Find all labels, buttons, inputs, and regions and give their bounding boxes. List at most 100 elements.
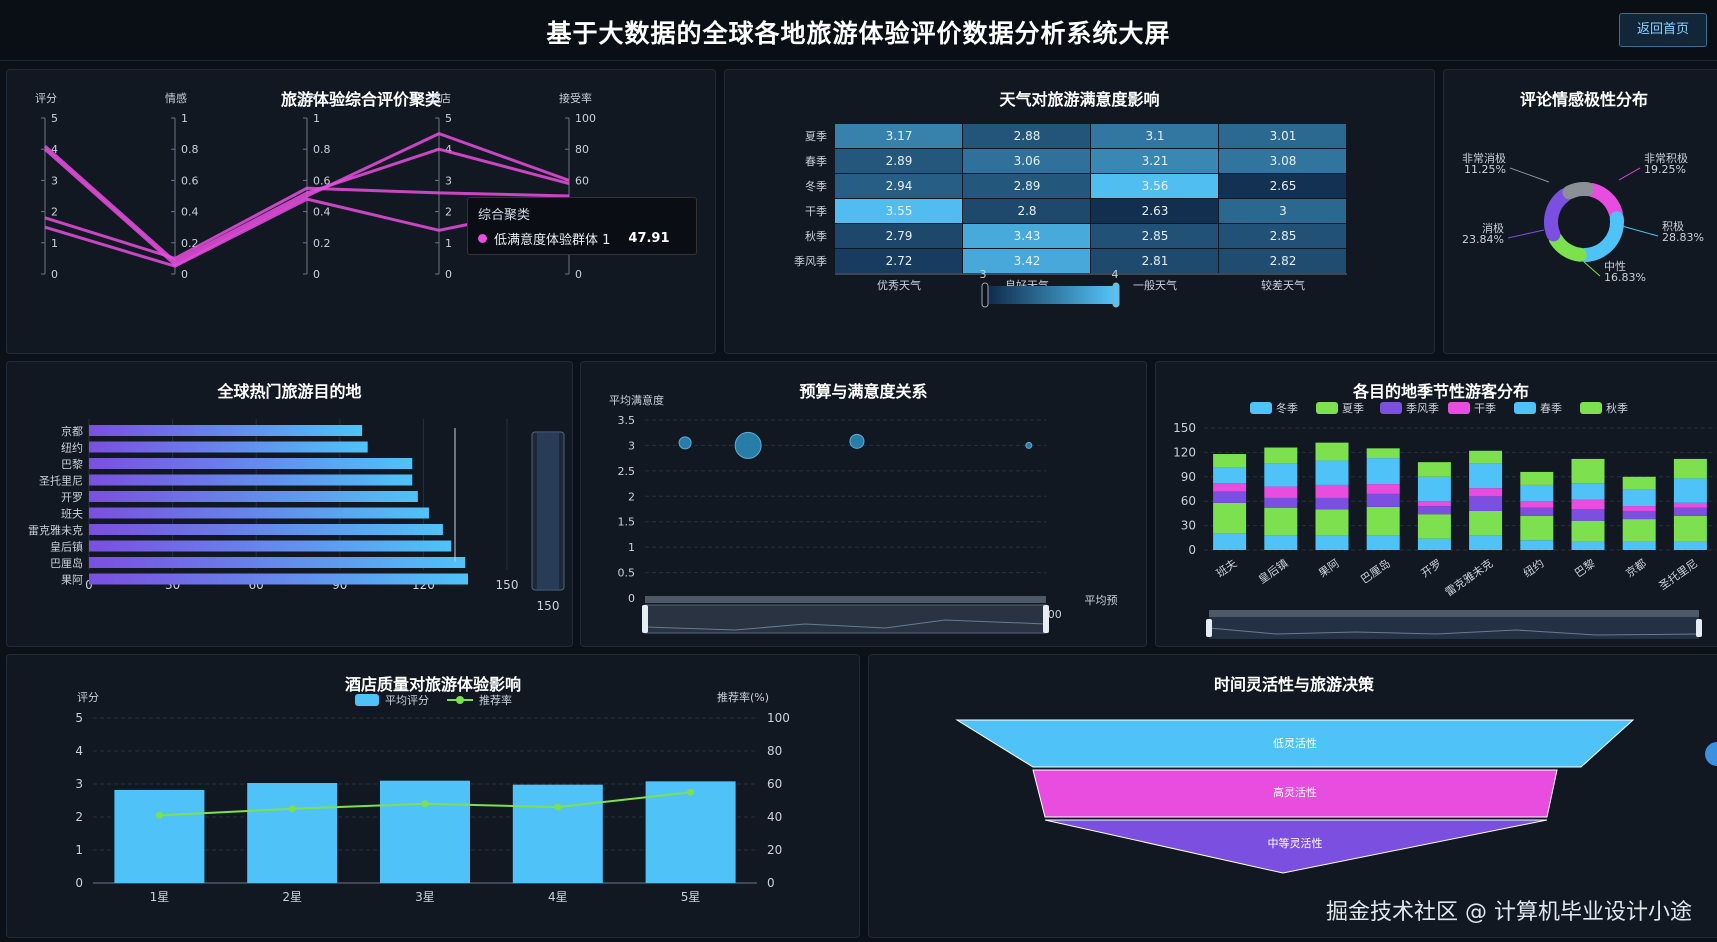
dest-label: 圣托里尼 <box>39 474 83 488</box>
seasonal-bar-segment <box>1366 458 1400 485</box>
floating-button[interactable] <box>1705 742 1717 766</box>
parallel-tick-label: 0.8 <box>313 143 331 156</box>
funnel-stage-label: 高灵活性 <box>1273 785 1317 799</box>
sentiment-pct: 28.83% <box>1662 231 1704 244</box>
hotel-bar <box>114 789 205 883</box>
heatmap-cell-label: 2.85 <box>1142 229 1169 243</box>
heatmap-cell <box>1091 124 1218 148</box>
seasonal-chart[interactable]: 冬季 夏季 季风季 干季 春季 秋季 0 30 60 90 120 150 班夫 皇后镇 果阿 巴厘岛 开罗雷克… <box>1156 362 1717 646</box>
seasonal-bar-segment <box>1622 519 1656 542</box>
destinations-chart[interactable]: 0 30 60 90 120 150京都纽约巴黎圣托里尼开罗班夫雷克雅未克皇后镇巴厘岛果阿… <box>7 362 572 646</box>
dest-label: 京都 <box>61 424 83 438</box>
hotel-y-right-tick: 80 <box>767 744 782 758</box>
seasonal-legend-label: 春季 <box>1540 402 1562 415</box>
seasonal-x-label: 雷克雅未克 <box>1442 556 1495 599</box>
seasonal-bar-segment <box>1264 535 1298 550</box>
heatmap-cell-label: 3.1 <box>1145 129 1164 143</box>
heatmap-cell <box>1091 149 1218 173</box>
dest-bar <box>89 540 452 552</box>
heatmap-chart[interactable]: 夏季 3.17 2.88 3.1 3.01 春季 2.89 3.06 3.21 3.08 冬季 2.9… <box>725 70 1434 353</box>
hotel-chart[interactable]: 评分 推荐率(%) 平均评分 推荐率 0 0 1 20 2 40 3 60 4 80 5 100 1星 2星 3星 4… <box>7 655 859 937</box>
seasonal-bar-segment <box>1673 541 1707 550</box>
hotel-y-left-tick: 5 <box>75 711 83 725</box>
panel-title: 各目的地季节性游客分布 <box>1352 382 1529 401</box>
visual-map-handle-max <box>1112 282 1120 308</box>
heatmap-cell-label: 2.63 <box>1142 204 1169 218</box>
seasonal-zoom-preview <box>1208 627 1700 636</box>
seasonal-bar-segment <box>1213 502 1247 534</box>
budget-chart[interactable]: 平均满意度00.511.522.533.501,0002,0003,0004,0… <box>581 362 1146 646</box>
heatmap-x-label: 优秀天气 <box>877 278 921 292</box>
panel-title: 全球热门旅游目的地 <box>217 382 362 401</box>
seasonal-x-label: 圣托里尼 <box>1656 556 1700 593</box>
dest-bar <box>89 557 466 568</box>
dest-label: 开罗 <box>61 491 83 504</box>
seasonal-bar-segment <box>1673 515 1707 542</box>
hotel-panel: 酒店质量对旅游体验影响 评分 推荐率(%) 平均评分 推荐率 0 0 1 20 2 40 3 60 4 8… <box>6 654 860 938</box>
heatmap-cell-label: 2.72 <box>886 254 913 268</box>
heatmap-cell <box>1091 249 1218 273</box>
seasonal-bar-segment <box>1417 538 1451 550</box>
funnel-stage-label: 低灵活性 <box>1273 736 1317 750</box>
budget-point <box>849 433 865 449</box>
heatmap-row-label: 季风季 <box>794 255 827 268</box>
budget-y-label: 平均满意度 <box>609 393 664 407</box>
parallel-tick-label: 4 <box>445 143 452 156</box>
seasonal-bar-segment <box>1366 448 1400 459</box>
seasonal-x-label: 果阿 <box>1316 557 1341 580</box>
seasonal-bar-segment <box>1366 535 1400 550</box>
budget-x-label: 平均预 <box>1085 594 1118 607</box>
hotel-y-left-label: 评分 <box>77 691 99 704</box>
heatmap-cell-label: 2.89 <box>1014 179 1041 193</box>
visual-map-bar <box>987 286 1115 304</box>
seasonal-y-tick: 30 <box>1181 519 1196 533</box>
parallel-tick-label: 80 <box>575 143 589 156</box>
back-home-button[interactable]: 返回首页 <box>1619 13 1707 47</box>
hotel-x-label: 5星 <box>681 890 701 904</box>
dest-bar <box>89 458 413 469</box>
seasonal-legend-label: 夏季 <box>1342 402 1364 415</box>
seasonal-bar-segment <box>1315 497 1349 510</box>
budget-y-tick: 2 <box>628 490 635 503</box>
seasonal-bar-segment <box>1571 483 1605 500</box>
heatmap-cell <box>1219 149 1346 173</box>
parallel-tick-label: 0 <box>575 268 582 281</box>
sentiment-slice <box>1548 232 1587 262</box>
seasonal-bar-segment <box>1213 491 1247 503</box>
heatmap-cell-label: 3.17 <box>886 129 913 143</box>
dest-bar <box>89 524 443 535</box>
seasonal-bar-segment <box>1417 476 1451 502</box>
heatmap-cell-label: 3 <box>1279 204 1287 218</box>
seasonal-bar-segment <box>1213 483 1247 492</box>
sentiment-slice <box>1585 183 1623 221</box>
dest-label: 皇后镇 <box>50 540 83 554</box>
heatmap-cell <box>1219 174 1346 198</box>
seasonal-bar-segment <box>1673 478 1707 503</box>
seasonal-zoom-handle-left <box>1206 619 1212 637</box>
heatmap-cell-label: 2.81 <box>1142 254 1169 268</box>
seasonal-bar-segment <box>1366 493 1400 507</box>
heatmap-cell-label: 2.79 <box>886 229 913 243</box>
dest-label: 巴厘岛 <box>50 556 83 570</box>
seasonal-bar-segment <box>1315 509 1349 536</box>
heatmap-cell <box>963 149 1090 173</box>
heatmap-cell-label: 3.06 <box>1014 154 1041 168</box>
heatmap-cell <box>835 124 962 148</box>
sentiment-label: 非常积极 <box>1644 151 1688 165</box>
seasonal-legend-label: 冬季 <box>1276 401 1298 415</box>
budget-zoom-slider <box>644 604 1047 634</box>
heatmap-cell-label: 3.01 <box>1270 129 1297 143</box>
heatmap-cell <box>1219 249 1346 273</box>
seasonal-bar-segment <box>1520 501 1554 508</box>
parallel-axis-name: 情感 <box>165 92 187 105</box>
hotel-bar <box>380 780 470 883</box>
seasonal-bar-segment <box>1315 484 1349 498</box>
budget-y-tick: 1 <box>628 541 635 554</box>
sentiment-panel: 评论情感极性分布 非常积极 19.25% 积极 28.83% 中性 16.83% 消极 23.… <box>1443 69 1717 354</box>
heatmap-cell <box>963 199 1090 223</box>
hotel-y-left-tick: 3 <box>75 777 83 791</box>
heatmap-cell-label: 3.56 <box>1142 179 1169 193</box>
heatmap-cell <box>835 224 962 248</box>
